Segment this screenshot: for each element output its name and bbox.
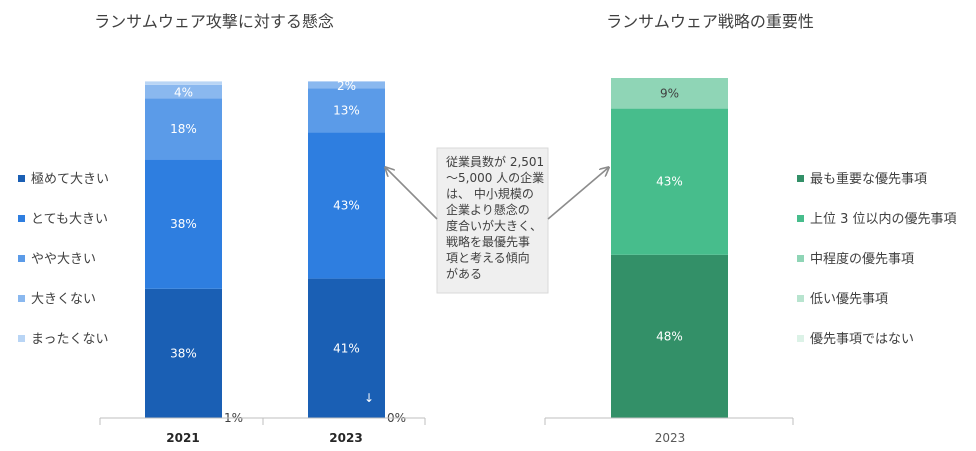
bar-segment [145,98,222,160]
bar-segment [145,84,222,99]
down-arrow-marker: ↓ [364,391,374,405]
legend-entry: 大きくない [31,292,96,307]
bar-value-label: 38% [170,217,197,231]
legend-entry: やや大きい [31,252,96,267]
bar-value-label: 4% [174,86,193,100]
legend-swatch [18,255,25,262]
bar-segment [145,81,222,85]
note-line: 企業より懸念の [446,202,530,217]
note-line: 〜5,000 人の企業 [446,170,544,185]
legend-swatch [18,215,25,222]
legend-entry: 低い優先事項 [810,292,888,307]
legend-swatch [797,295,804,302]
note-line: 戦略を最優先事 [446,234,530,249]
note-line: がある [446,266,482,281]
bar-segment [611,254,728,418]
legend-swatch [797,255,804,262]
x-tick-label: 2023 [329,431,362,445]
legend-entry: 極めて大きい [31,171,109,187]
bar-segment [145,288,222,418]
bar-value-label: 13% [333,103,360,117]
bar-segment [611,108,728,255]
legend-entry: とても大きい [31,212,108,227]
x-tick-label: 2023 [655,431,686,445]
bar-value-label: 18% [170,122,197,136]
legend-entry: 上位 3 位以内の優先事項 [810,211,957,227]
left-chart-title: ランサムウェア攻撃に対する懸念 [94,12,334,31]
x-tick-label: 2021 [166,431,199,445]
left-axis-labels: 2021 2023 [166,431,362,445]
bar-value-label: 48% [656,329,683,343]
right-chart-title: ランサムウェア戦略の重要性 [606,12,814,31]
legend-swatch [797,335,804,342]
bar-value-label: 43% [333,199,360,213]
bar-segment [611,78,728,109]
bar-value-label: 41% [333,341,360,355]
bar-value-label: 38% [170,346,197,360]
legend-swatch [18,295,25,302]
bar-segment [308,278,385,418]
bar-segment [308,81,385,89]
right-bars: 48% 43% 9% [611,78,728,418]
bar-value-label: 43% [656,175,683,189]
note-line: 従業員数が 2,501 [446,154,544,169]
legend-entry: 最も重要な優先事項 [810,171,927,187]
legend-swatch [18,335,25,342]
legend-entry: 優先事項ではない [810,332,914,347]
legend-swatch [18,175,25,182]
note-line: 度合いが大きく、 [446,218,542,233]
note-line: 項と考える傾向 [446,250,530,265]
legend-swatch [797,175,804,182]
bar-segment [145,159,222,289]
legend-entry: まったくない [31,332,108,347]
legend-swatch [797,215,804,222]
bar-segment [308,132,385,279]
bar-value-label: 2% [337,79,356,93]
legend-entry: 中程度の優先事項 [810,251,914,267]
note-box [436,147,549,294]
left-bars: 38%38%18%4%1%41%43%13%2%0%↓ [145,79,406,425]
note-line: は、 中小規模の [446,186,534,201]
bar-value-label: 9% [660,86,679,100]
note-arrow-right [547,168,608,220]
note-arrow-left [386,168,438,220]
right-axis-labels: 2023 [655,431,686,445]
bar-segment [308,88,385,133]
